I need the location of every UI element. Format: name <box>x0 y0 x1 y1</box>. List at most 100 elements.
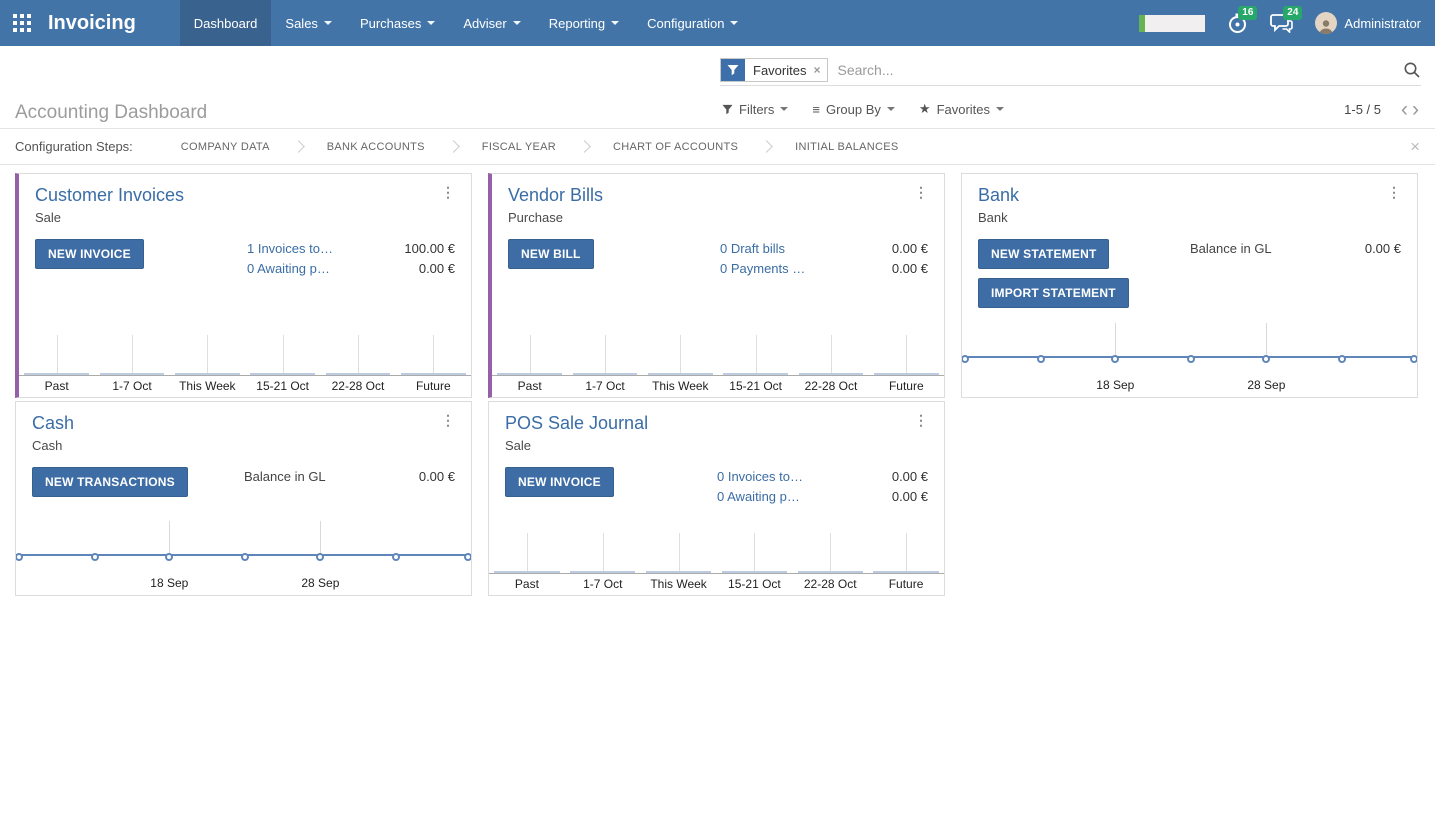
balance-label: Balance in GL <box>244 468 326 484</box>
journal-card-vendor-bills: Vendor Bills Purchase ⋮ NEW BILL 0 Draft… <box>488 173 945 398</box>
card-title[interactable]: POS Sale Journal <box>505 413 649 433</box>
configuration-steps-label: Configuration Steps: <box>15 139 133 154</box>
chart-point <box>1186 355 1195 363</box>
x-tick-label: This Week <box>652 379 709 393</box>
x-tick-label: 28 Sep <box>301 576 340 590</box>
page-title: Accounting Dashboard <box>15 102 208 123</box>
chevron-down-icon <box>996 107 1005 111</box>
search-input[interactable] <box>835 61 1403 79</box>
messages-badge: 24 <box>1283 6 1303 20</box>
timer-badge: 16 <box>1238 5 1258 20</box>
x-tick-label: Past <box>517 379 542 393</box>
chart-point <box>1409 355 1417 363</box>
nav-item-reporting[interactable]: Reporting <box>535 0 633 46</box>
x-tick-label: 1-7 Oct <box>112 379 152 393</box>
app-title[interactable]: Invoicing <box>48 11 136 34</box>
stat-amount: 100.00 € <box>404 240 455 256</box>
chevron-down-icon <box>886 107 895 111</box>
nav-item-label: Sales <box>285 15 318 31</box>
new-transactions-button[interactable]: NEW TRANSACTIONS <box>32 466 188 497</box>
remove-facet-icon[interactable]: × <box>813 63 821 77</box>
stat-amount: 0.00 € <box>891 468 928 484</box>
filters-button[interactable]: Filters <box>722 102 789 117</box>
awaiting-payments-link[interactable]: 0 Awaiting p… <box>717 488 800 504</box>
card-subtitle: Sale <box>505 437 532 453</box>
nav-item-label: Reporting <box>548 15 606 31</box>
pager-next-icon[interactable]: › <box>1412 97 1419 121</box>
new-statement-button[interactable]: NEW STATEMENT <box>978 238 1110 269</box>
step-company-data[interactable]: COMPANY DATA <box>180 140 270 153</box>
x-tick-label: Past <box>514 577 539 591</box>
new-bill-button[interactable]: NEW BILL <box>508 238 594 269</box>
awaiting-payments-link[interactable]: 0 Awaiting p… <box>247 260 330 276</box>
card-title[interactable]: Vendor Bills <box>508 185 604 205</box>
card-subtitle: Bank <box>978 209 1008 225</box>
chart-gridline <box>1115 323 1117 357</box>
group-by-button[interactable]: ≡ Group By <box>812 102 895 117</box>
invoices-to-validate-link[interactable]: 0 Invoices to… <box>717 468 803 484</box>
nav-item-adviser[interactable]: Adviser <box>449 0 534 46</box>
step-initial-balances[interactable]: INITIAL BALANCES <box>795 140 899 153</box>
kebab-menu-icon[interactable]: ⋮ <box>441 412 455 428</box>
nav-item-dashboard[interactable]: Dashboard <box>179 0 272 46</box>
nav-item-purchases[interactable]: Purchases <box>346 0 449 46</box>
pager-previous-icon[interactable]: ‹ <box>1401 97 1408 121</box>
new-invoice-button[interactable]: NEW INVOICE <box>505 466 614 497</box>
control-panel-actions: Filters ≡ Group By ★ Favorites 1-5 / 5 ‹… <box>722 92 1421 126</box>
payments-link[interactable]: 0 Payments … <box>720 260 806 276</box>
top-nav: Invoicing Dashboard Sales Purchases Advi… <box>0 0 1435 46</box>
group-by-label: Group By <box>825 101 881 117</box>
chevron-down-icon <box>730 21 739 25</box>
user-name: Administrator <box>1344 15 1421 31</box>
messages-icon[interactable]: 24 <box>1270 6 1303 33</box>
kebab-menu-icon[interactable]: ⋮ <box>914 412 928 428</box>
funnel-icon <box>722 104 733 114</box>
close-icon[interactable]: × <box>1410 137 1420 156</box>
star-icon: ★ <box>918 101 931 116</box>
user-menu[interactable]: Administrator <box>1315 12 1421 34</box>
step-bank-accounts[interactable]: BANK ACCOUNTS <box>326 140 425 153</box>
x-tick-label: This Week <box>179 379 236 393</box>
kebab-menu-icon[interactable]: ⋮ <box>914 184 928 200</box>
configuration-steps-bar: Configuration Steps: COMPANY DATA BANK A… <box>0 128 1435 165</box>
mini-bar-chart: Past 1-7 Oct This Week 15-21 Oct 22-28 O… <box>492 317 944 397</box>
x-tick-label: 1-7 Oct <box>583 577 623 591</box>
chart-point <box>463 553 471 561</box>
kebab-menu-icon[interactable]: ⋮ <box>441 184 455 200</box>
nav-item-sales[interactable]: Sales <box>271 0 346 46</box>
chart-gridline <box>169 521 171 555</box>
card-title[interactable]: Cash <box>32 413 75 433</box>
x-tick-label: Past <box>44 379 69 393</box>
timer-icon[interactable]: 16 <box>1227 5 1258 34</box>
nav-item-label: Adviser <box>463 15 507 31</box>
chart-axis <box>489 573 944 574</box>
step-fiscal-year[interactable]: FISCAL YEAR <box>481 140 557 153</box>
chart-point <box>16 553 24 561</box>
card-title[interactable]: Bank <box>978 185 1020 205</box>
invoices-to-validate-link[interactable]: 1 Invoices to… <box>247 240 333 256</box>
dashboard-content: Customer Invoices Sale ⋮ NEW INVOICE 1 I… <box>0 165 1435 596</box>
favorites-button[interactable]: ★ Favorites <box>918 101 1005 117</box>
nav-item-label: Dashboard <box>193 15 258 31</box>
search-icon[interactable] <box>1403 61 1421 79</box>
journal-card-cash: Cash Cash ⋮ NEW TRANSACTIONS Balance in … <box>15 401 472 596</box>
draft-bills-link[interactable]: 0 Draft bills <box>720 240 786 256</box>
chevron-down-icon <box>427 21 436 25</box>
chart-point <box>1036 355 1045 363</box>
new-invoice-button[interactable]: NEW INVOICE <box>35 238 144 269</box>
step-chart-of-accounts[interactable]: CHART OF ACCOUNTS <box>613 140 739 153</box>
card-subtitle: Sale <box>35 209 62 225</box>
mini-line-chart: 18 Sep 28 Sep <box>962 317 1417 397</box>
nav-item-configuration[interactable]: Configuration <box>633 0 752 46</box>
group-by-icon: ≡ <box>812 101 820 117</box>
x-tick-label: 15-21 Oct <box>729 379 782 393</box>
journal-card-pos-sale-journal: POS Sale Journal Sale ⋮ NEW INVOICE 0 In… <box>488 401 945 596</box>
search-bar: Favorites × <box>720 55 1421 86</box>
apps-grid-icon[interactable] <box>0 0 44 46</box>
stat-amount: 0.00 € <box>891 240 928 256</box>
card-title[interactable]: Customer Invoices <box>35 185 185 205</box>
import-statement-button[interactable]: IMPORT STATEMENT <box>978 277 1129 308</box>
search-facet-favorites: Favorites × <box>720 58 829 82</box>
kebab-menu-icon[interactable]: ⋮ <box>1387 184 1401 200</box>
pager-range: 1-5 / 5 <box>1344 101 1381 117</box>
